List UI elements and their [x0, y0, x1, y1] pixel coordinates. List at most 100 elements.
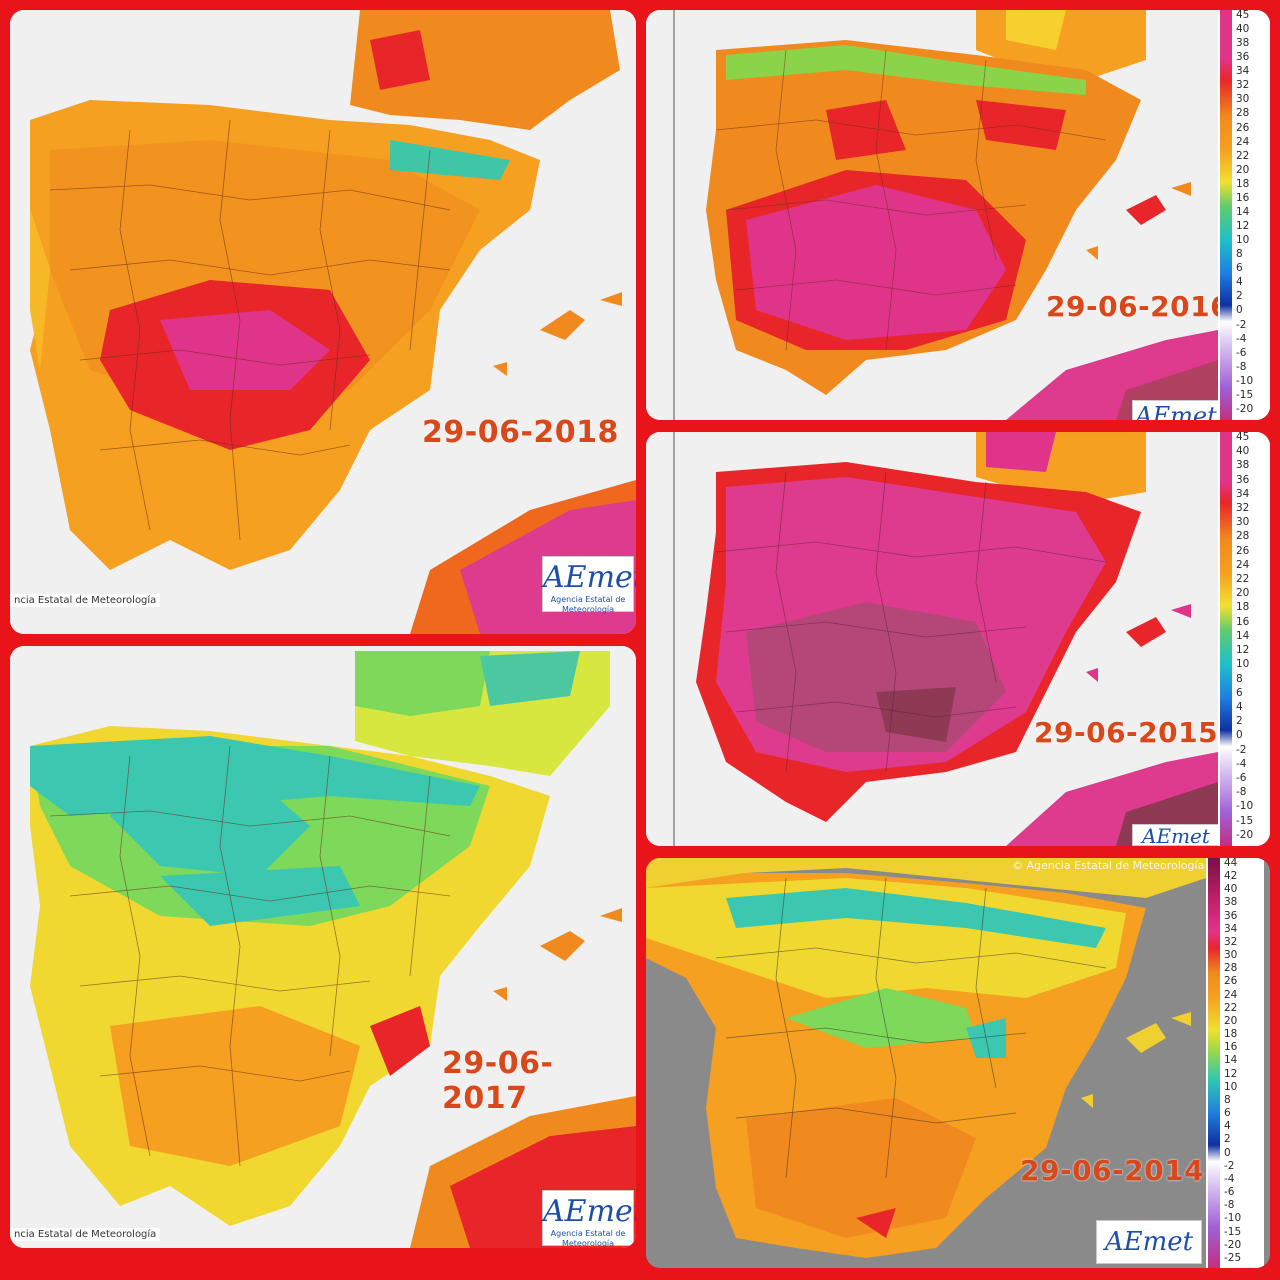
aemet-logo-mark: AEmet: [1135, 402, 1217, 420]
scale-tick-label: 14: [1236, 630, 1250, 642]
credit-text: © Agencia Estatal de Meteorología: [1012, 859, 1205, 872]
scale-tick-label: 14: [1236, 206, 1250, 218]
scale-tick-label: 24: [1236, 136, 1250, 148]
scale-tick-label: 32: [1236, 502, 1250, 514]
scale-tick-label: -15: [1224, 1226, 1242, 1238]
date-label-2018: 29-06-2018: [422, 415, 619, 450]
scale-tick-label: 18: [1236, 601, 1250, 613]
scale-tick-label: -6: [1236, 772, 1247, 784]
scale-tick-label: 30: [1236, 93, 1250, 105]
scale-tick-label: 6: [1236, 262, 1243, 274]
scale-tick-label: 34: [1236, 488, 1250, 500]
scale-tick-label: 38: [1236, 37, 1250, 49]
scale-tick-label: 8: [1236, 248, 1243, 260]
aemet-logo: AEmet Agencia Estatal de Meteorología: [542, 556, 636, 614]
scale-tick-label: 18: [1224, 1028, 1238, 1040]
scale-tick-label: -20: [1224, 1239, 1242, 1251]
aemet-logo-mark: AEmet: [1104, 1227, 1194, 1257]
scale-tick-label: 44: [1224, 858, 1238, 869]
scale-tick-label: 10: [1224, 1081, 1238, 1093]
aemet-logo: AEmet Agencia Estatal de Meteorología: [542, 1190, 636, 1248]
scale-tick-label: 10: [1236, 234, 1250, 246]
scale-tick-label: -20: [1236, 829, 1254, 841]
scale-tick-label: 8: [1224, 1094, 1231, 1106]
aemet-logo-subtitle: Agencia Estatal de Meteorología: [550, 595, 626, 614]
aemet-logo-subtitle: Agencia Estatal de Meteorología: [550, 1229, 626, 1248]
temperature-map-2018: [10, 10, 636, 634]
scale-tick-label: 28: [1236, 107, 1250, 119]
scale-tick-label: -8: [1236, 786, 1247, 798]
aemet-logo: AEmet: [1132, 824, 1220, 846]
scale-tick-label: -8: [1236, 361, 1247, 373]
temperature-scale-2014: 44 42 40 38 36 34 32 30 28 26 24 22 20 18 16 14 12 10 8 6 4 2…: [1206, 858, 1264, 1268]
scale-tick-label: 4: [1224, 1120, 1231, 1132]
temperature-map-2015: [646, 432, 1270, 846]
scale-tick-label: -4: [1236, 758, 1247, 770]
scale-tick-label: 16: [1236, 616, 1250, 628]
scale-tick-label: -10: [1224, 1212, 1242, 1224]
map-panel-2017: 29-06-2017 AEmet Agencia Estatal de Mete…: [10, 646, 636, 1248]
scale-tick-label: 30: [1224, 949, 1238, 961]
scale-tick-label: 6: [1236, 687, 1243, 699]
scale-tick-label: 16: [1236, 192, 1250, 204]
scale-tick-label: 40: [1236, 445, 1250, 457]
scale-bar: [1208, 858, 1220, 1268]
scale-tick-label: -8: [1224, 1199, 1235, 1211]
scale-tick-label: 22: [1236, 150, 1250, 162]
scale-tick-label: 12: [1224, 1068, 1238, 1080]
temperature-map-2014: [646, 858, 1270, 1268]
aemet-logo-mark: AEmet: [543, 1194, 636, 1229]
scale-tick-label: 26: [1224, 975, 1238, 987]
scale-tick-label: -4: [1236, 333, 1247, 345]
scale-tick-label: 40: [1236, 23, 1250, 35]
scale-tick-label: -10: [1236, 800, 1254, 812]
scale-tick-label: -2: [1236, 319, 1247, 331]
temperature-map-2016: [646, 10, 1270, 420]
scale-tick-label: -2: [1224, 1160, 1235, 1172]
aemet-logo-mark: AEmet: [1142, 824, 1210, 846]
aemet-logo: AEmet: [1132, 400, 1220, 420]
scale-tick-label: 2: [1224, 1133, 1231, 1145]
credit-text: ncia Estatal de Meteorología: [10, 594, 161, 607]
date-label-2016: 29-06-2016: [1046, 290, 1231, 323]
scale-tick-label: 34: [1224, 923, 1238, 935]
scale-tick-label: 42: [1224, 870, 1238, 882]
scale-tick-label: -4: [1224, 1173, 1235, 1185]
scale-tick-label: -6: [1224, 1186, 1235, 1198]
temperature-scale-2015: 45 40 38 36 34 32 30 28 26 24 22 20 18 16 14 12 10 8 6 4 2 0-…: [1218, 432, 1270, 846]
scale-tick-label: 22: [1224, 1002, 1238, 1014]
aemet-logo: AEmet: [1096, 1220, 1202, 1264]
scale-tick-label: 18: [1236, 178, 1250, 190]
scale-tick-label: 6: [1224, 1107, 1231, 1119]
scale-tick-label: 38: [1236, 459, 1250, 471]
scale-tick-label: 22: [1236, 573, 1250, 585]
scale-tick-label: 38: [1224, 896, 1238, 908]
scale-tick-label: 14: [1224, 1054, 1238, 1066]
scale-tick-label: -20: [1236, 403, 1254, 415]
scale-tick-label: 36: [1236, 474, 1250, 486]
scale-bar: [1220, 10, 1232, 420]
scale-tick-label: 34: [1236, 65, 1250, 77]
scale-tick-label: 2: [1236, 715, 1243, 727]
scale-tick-label: 24: [1224, 989, 1238, 1001]
scale-bar: [1220, 432, 1232, 846]
scale-tick-label: 32: [1224, 936, 1238, 948]
date-label-2014: 29-06-2014: [1020, 1154, 1205, 1187]
scale-tick-label: 26: [1236, 545, 1250, 557]
scale-tick-label: 8: [1236, 673, 1243, 685]
scale-tick-label: 20: [1236, 164, 1250, 176]
scale-tick-label: 10: [1236, 658, 1250, 670]
scale-tick-label: 28: [1236, 530, 1250, 542]
map-panel-2016: 29-06-2016 AEmet 45 40 38 36 34 32 30 28 26 24 22 2…: [646, 10, 1270, 420]
scale-tick-label: -10: [1236, 375, 1254, 387]
scale-tick-label: 12: [1236, 220, 1250, 232]
scale-tick-label: -2: [1236, 744, 1247, 756]
scale-tick-label: 0: [1236, 304, 1243, 316]
scale-tick-label: 28: [1224, 962, 1238, 974]
scale-tick-label: 4: [1236, 701, 1243, 713]
date-label-2017: 29-06-2017: [442, 1046, 554, 1116]
scale-tick-label: 12: [1236, 644, 1250, 656]
scale-tick-label: -25: [1224, 1252, 1242, 1264]
scale-tick-label: 45: [1236, 432, 1250, 443]
scale-tick-label: 36: [1224, 910, 1238, 922]
